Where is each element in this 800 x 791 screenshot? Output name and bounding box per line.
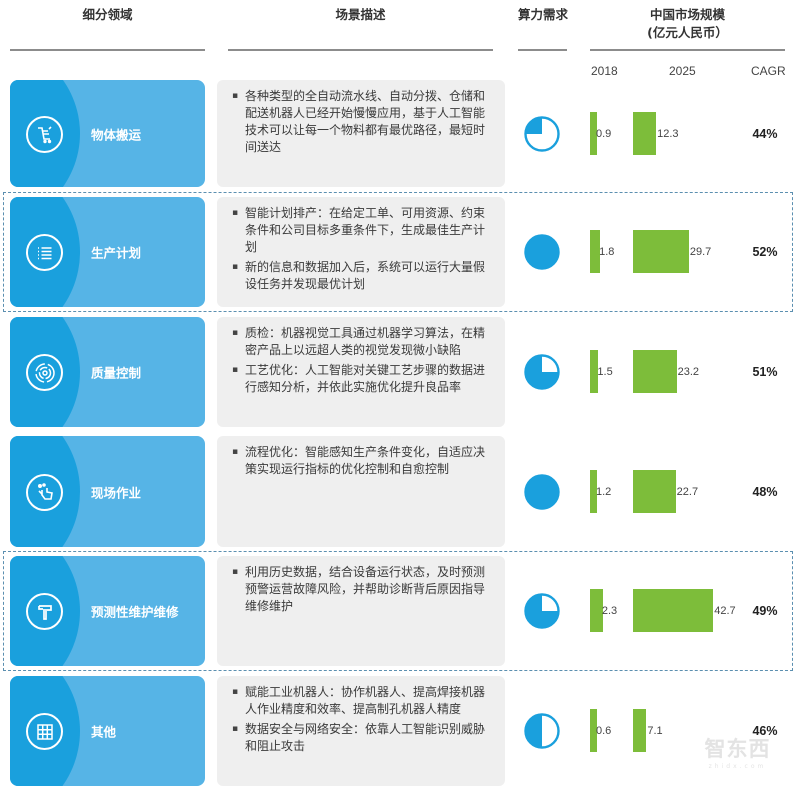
value-2025: 7.1	[647, 725, 663, 737]
scenario-bullet: 质检：机器视觉工具通过机器学习算法，在精密产品上以远超人类的视觉发现微小缺陷	[232, 325, 495, 359]
scenario-description: 质检：机器视觉工具通过机器学习算法，在精密产品上以远超人类的视觉发现微小缺陷工艺…	[217, 317, 505, 427]
bar-2025	[633, 350, 677, 393]
segment-label: 现场作业	[91, 485, 142, 500]
segment-card: 现场作业	[10, 436, 205, 547]
segment-card: 物体搬运	[10, 80, 205, 187]
header-market-line2: (亿元人民币）	[647, 25, 728, 40]
list-icon	[26, 234, 63, 271]
compute-demand-pie-icon	[524, 115, 560, 152]
bar-2025	[633, 230, 689, 273]
hammer-icon	[26, 593, 63, 630]
header-divider	[518, 49, 567, 51]
scenario-bullet: 工艺优化：人工智能对关键工艺步骤的数据进行感知分析，并依此实施优化提升良品率	[232, 362, 495, 396]
scenario-bullet: 智能计划排产：在给定工单、可用资源、约束条件和公司目标多重条件下，生成最佳生产计…	[232, 205, 495, 256]
value-2018: 0.6	[596, 725, 612, 737]
scenario-bullet: 利用历史数据，结合设备运行状态，及时预测预警运营故障风险，并帮助诊断背后原因指导…	[232, 564, 495, 615]
scenario-bullet: 流程优化：智能感知生产条件变化，自适应决策实现运行指标的优化控制和自愈控制	[232, 444, 495, 478]
segment-label: 质量控制	[91, 365, 142, 381]
segment-row-6: 其他 赋能工业机器人：协作机器人、提高焊接机器人作业精度和效率、提高制孔机器人精…	[0, 676, 800, 786]
segment-label: 其他	[91, 724, 117, 740]
bar-2018	[590, 350, 599, 393]
watermark-text: 智东西	[704, 737, 771, 761]
header-divider	[10, 49, 205, 51]
segment-row-3: 质量控制 质检：机器视觉工具通过机器学习算法，在精密产品上以远超人类的视觉发现微…	[0, 317, 800, 427]
hand-touch-icon	[26, 473, 63, 511]
value-2018: 2.3	[601, 605, 618, 617]
bar-2025	[633, 589, 714, 632]
segment-label: 预测性维护维修	[91, 604, 179, 620]
cart-list-icon	[26, 115, 63, 153]
value-2018: 1.8	[599, 246, 615, 258]
bar-2018	[590, 230, 601, 273]
compute-demand-pie-icon	[524, 473, 560, 510]
compute-demand-pie-icon	[524, 593, 560, 629]
compute-demand-pie-icon	[524, 354, 560, 390]
cagr-value: 51%	[752, 365, 778, 379]
scenario-description: 各种类型的全自动流水线、自动分拨、仓储和配送机器人已经开始慢慢应用，基于人工智能…	[217, 80, 505, 187]
segment-card: 预测性维护维修	[10, 556, 205, 666]
segment-label: 生产计划	[91, 245, 142, 261]
watermark: 智东西 zhidx.com	[690, 735, 785, 780]
cagr-value: 48%	[752, 484, 778, 499]
segment-row-2: 生产计划 智能计划排产：在给定工单、可用资源、约束条件和公司目标多重条件下，生成…	[0, 192, 800, 312]
bar-2025	[633, 469, 676, 513]
segment-row-5: 预测性维护维修 利用历史数据，结合设备运行状态，及时预测预警运营故障风险，并帮助…	[0, 551, 800, 671]
target-icon	[26, 354, 63, 391]
compute-demand-pie-icon	[524, 713, 560, 749]
watermark-sub: zhidx.com	[708, 763, 767, 770]
segment-card: 生产计划	[10, 197, 205, 307]
header-compute: 算力需求	[517, 7, 568, 22]
bar-2018	[590, 589, 603, 632]
bar-2018	[590, 709, 597, 752]
bar-2018	[590, 111, 597, 155]
segment-row-4: 现场作业 流程优化：智能感知生产条件变化，自适应决策实现运行指标的优化控制和自愈…	[0, 436, 800, 547]
value-2018: 0.9	[596, 127, 612, 140]
segment-card: 质量控制	[10, 317, 205, 427]
scenario-description: 流程优化：智能感知生产条件变化，自适应决策实现运行指标的优化控制和自愈控制	[217, 436, 505, 547]
header-scenario: 场景描述	[335, 7, 386, 22]
scenario-bullet: 数据安全与网络安全：依靠人工智能识别威胁和阻止攻击	[232, 721, 495, 755]
header-divider	[228, 49, 493, 51]
cagr-label: CAGR	[751, 64, 786, 78]
value-2025: 23.2	[677, 366, 700, 378]
cagr-value: 49%	[752, 604, 778, 618]
header-divider	[590, 49, 785, 51]
cagr-value: 44%	[752, 126, 778, 141]
value-2025: 42.7	[714, 605, 736, 617]
scenario-description: 利用历史数据，结合设备运行状态，及时预测预警运营故障风险，并帮助诊断背后原因指导…	[217, 556, 505, 666]
value-2018: 1.2	[596, 485, 612, 498]
value-2025: 12.3	[657, 127, 679, 140]
scenario-bullet: 赋能工业机器人：协作机器人、提高焊接机器人作业精度和效率、提高制孔机器人精度	[232, 684, 495, 718]
header-market-line1: 中国市场规模	[649, 7, 725, 22]
scenario-bullet: 新的信息和数据加入后，系统可以运行大量假设任务并发现最优计划	[232, 259, 495, 293]
segment-card: 其他	[10, 676, 205, 786]
bar-2018	[590, 469, 597, 513]
scenario-bullet: 各种类型的全自动流水线、自动分拨、仓储和配送机器人已经开始慢慢应用，基于人工智能…	[232, 88, 495, 156]
cagr-value: 52%	[752, 245, 778, 259]
value-2025: 29.7	[689, 246, 712, 258]
year-2018-label: 2018	[591, 64, 618, 78]
bar-2025	[633, 111, 657, 155]
segment-label: 物体搬运	[91, 127, 142, 142]
scenario-description: 赋能工业机器人：协作机器人、提高焊接机器人作业精度和效率、提高制孔机器人精度数据…	[217, 676, 505, 786]
header-segment: 细分领域	[82, 7, 133, 22]
value-2025: 22.7	[676, 485, 699, 498]
scenario-description: 智能计划排产：在给定工单、可用资源、约束条件和公司目标多重条件下，生成最佳生产计…	[217, 197, 505, 307]
bar-2025	[633, 709, 647, 752]
cagr-value: 46%	[752, 724, 778, 738]
grid-icon	[26, 713, 63, 750]
compute-demand-pie-icon	[524, 234, 560, 270]
year-2025-label: 2025	[669, 64, 696, 78]
value-2018: 1.5	[597, 366, 613, 378]
segment-row-1: 物体搬运 各种类型的全自动流水线、自动分拨、仓储和配送机器人已经开始慢慢应用，基…	[0, 80, 800, 187]
